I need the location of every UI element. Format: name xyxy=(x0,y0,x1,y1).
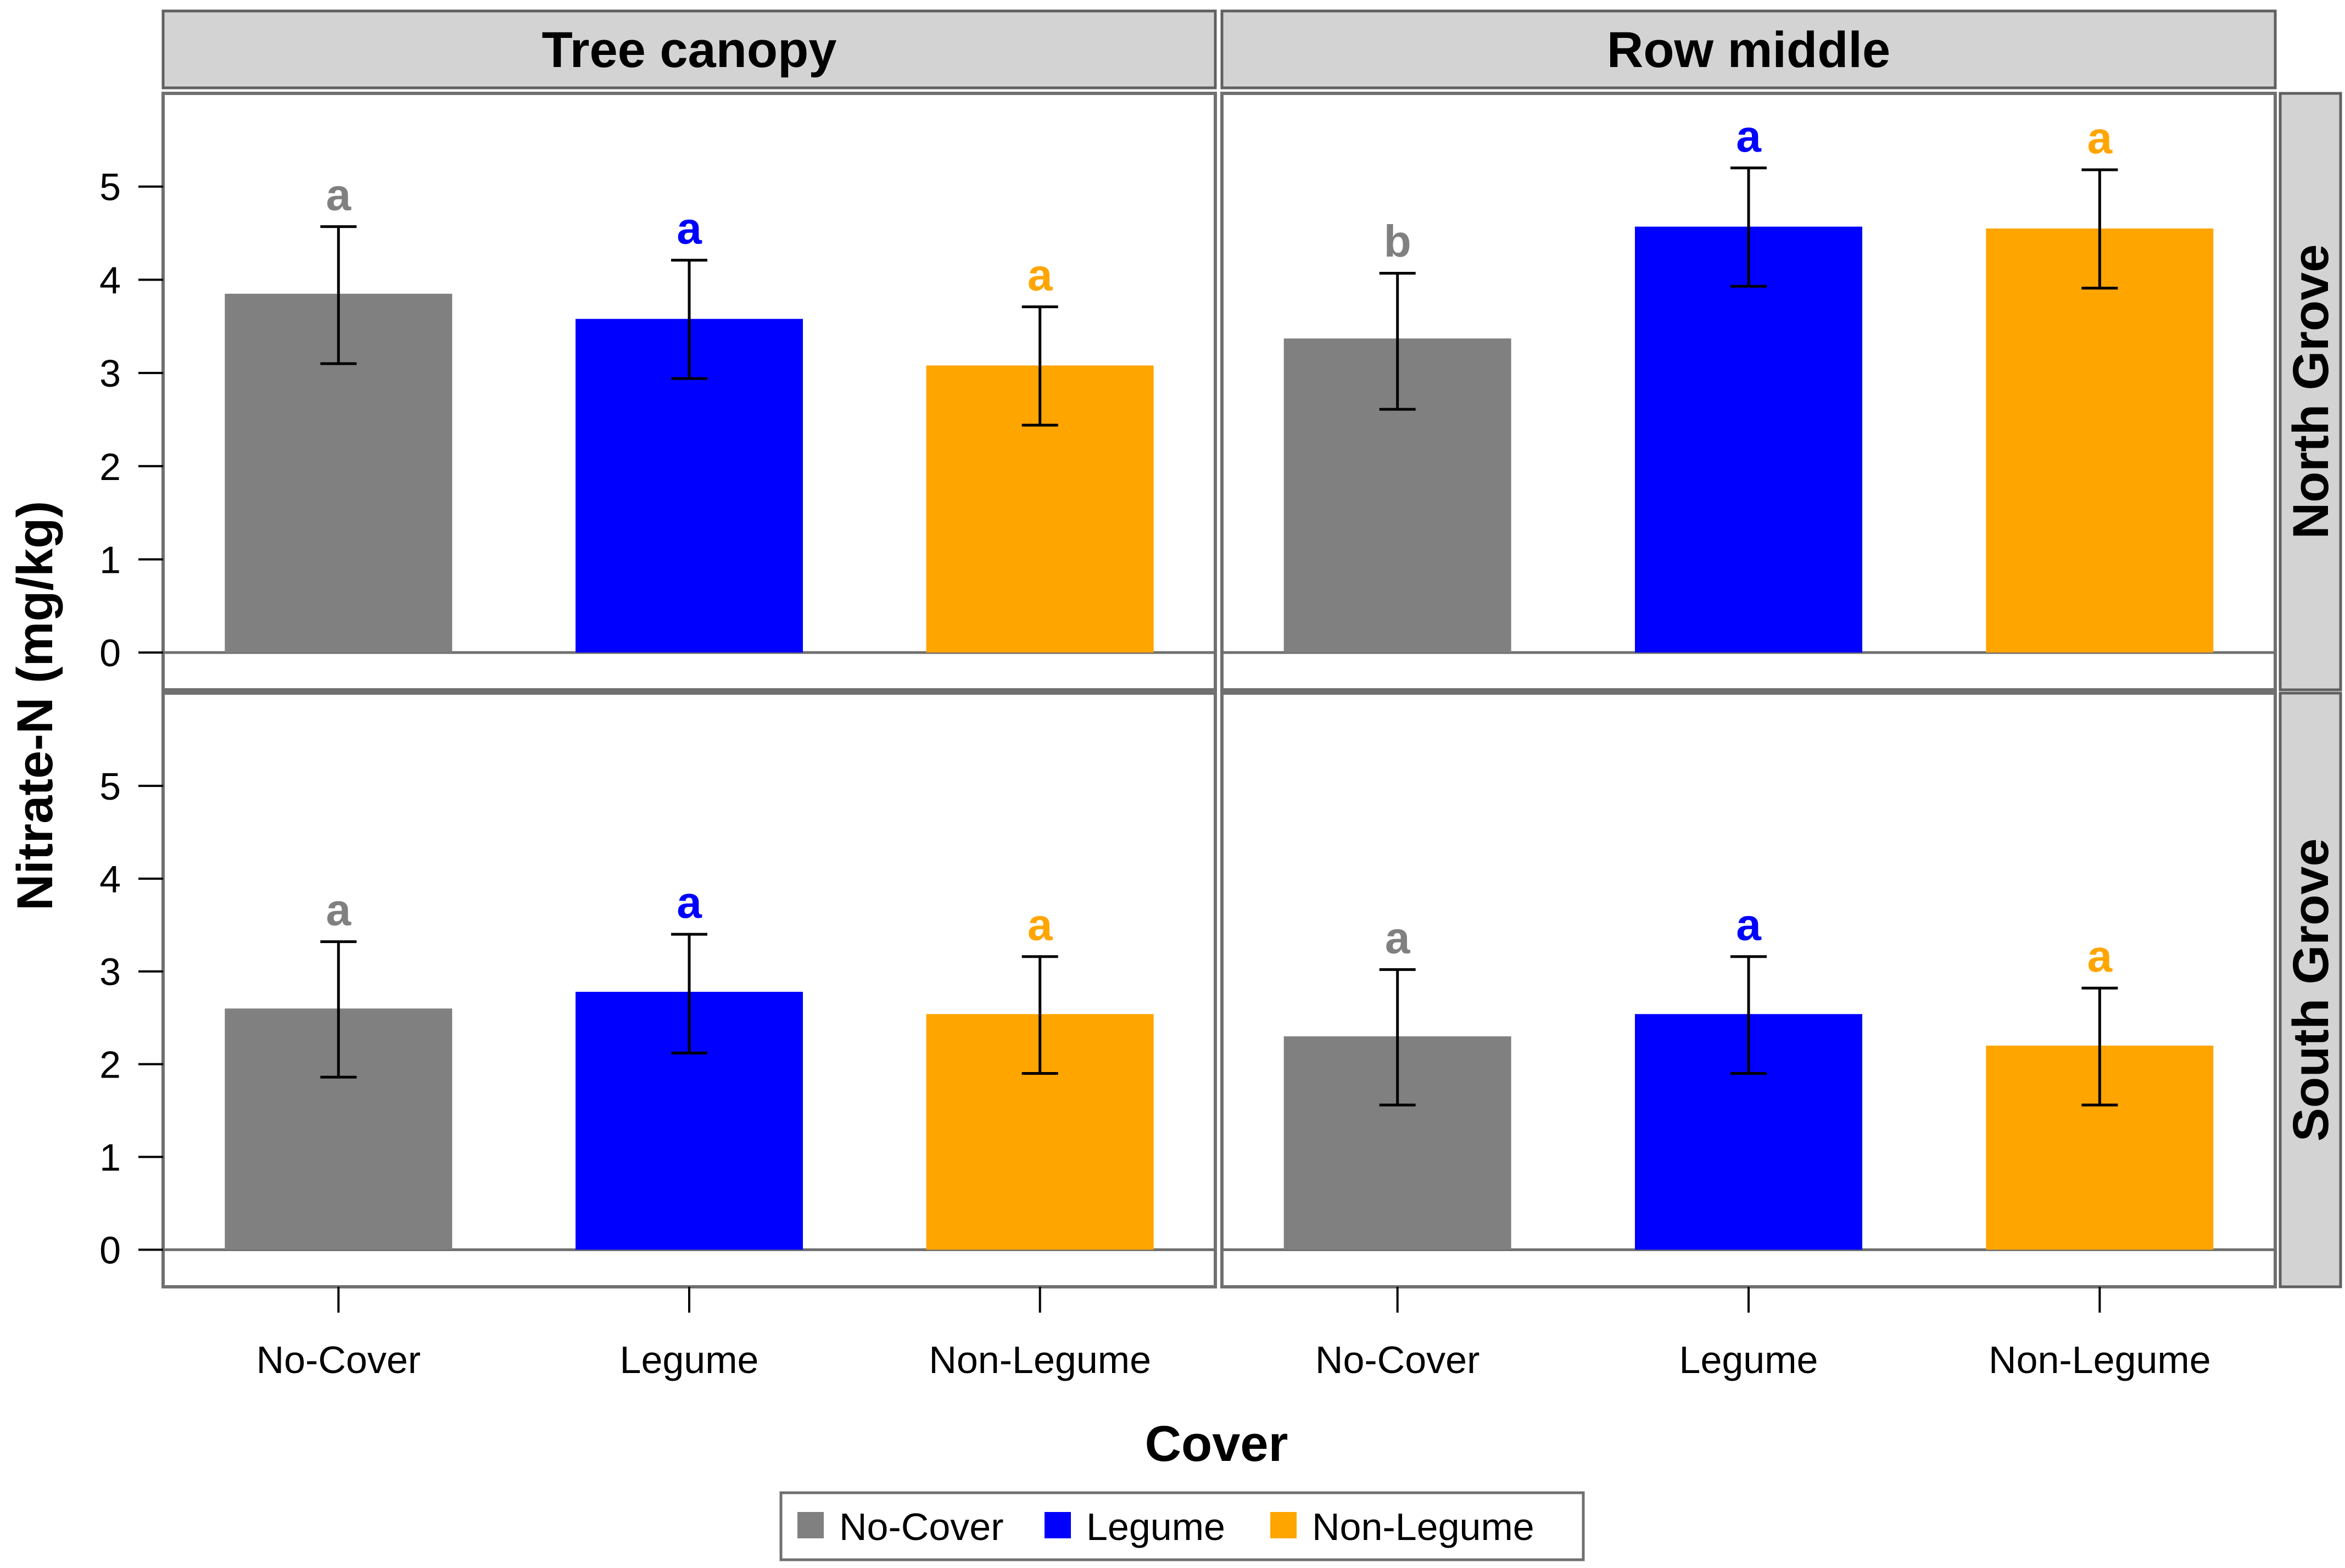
legend-swatch-no-cover xyxy=(797,1512,824,1538)
legend: No-Cover Legume Non-Legume xyxy=(779,1491,1585,1561)
panel-row-middle-south-grove: a aa xyxy=(1220,691,2277,1288)
y-axes: 0 1 2 3 4 5 0 1 2 3 4 5 xyxy=(99,166,163,1271)
y-tick-label: 5 xyxy=(99,765,121,808)
strip-label-north-grove: North Grove xyxy=(2283,244,2339,539)
y-tick-label: 0 xyxy=(99,1229,121,1271)
x-tick-label-no-cover: No-Cover xyxy=(256,1338,421,1381)
x-axis: No-Cover Legume Non-Legume No-Cover Legume No… xyxy=(256,1287,2211,1381)
legend-label-non-legume: Non-Legume xyxy=(1312,1505,1534,1548)
strip-label-row-middle: Row middle xyxy=(1607,22,1890,78)
bar-non-legume xyxy=(1986,228,2214,653)
y-tick-label: 2 xyxy=(99,1044,121,1086)
panel-tree-canopy-north-grove: a a a xyxy=(161,92,1217,691)
x-tick-label-legume: Legume xyxy=(1679,1338,1818,1381)
significance-letter-legume: a xyxy=(677,878,702,928)
significance-letter-legume: a xyxy=(677,204,702,254)
y-axis-south-grove: 0 1 2 3 4 5 xyxy=(99,765,163,1271)
significance-letter-legume: a xyxy=(1736,111,1762,161)
strip-label-south-grove: South Grove xyxy=(2283,838,2339,1141)
legend-swatch-non-legume xyxy=(1270,1512,1297,1538)
panel-row-middle-north-grove: b a a xyxy=(1220,92,2277,691)
significance-letter-no-cover: a xyxy=(1385,913,1411,963)
significance-letter-non-legume: a xyxy=(2087,931,2113,981)
x-axis-title: Cover xyxy=(1145,1416,1288,1472)
panel-frame xyxy=(1220,92,2277,691)
x-tick-label-no-cover: No-Cover xyxy=(1315,1338,1480,1381)
y-tick-label: 1 xyxy=(99,538,121,581)
significance-letter-no-cover: a xyxy=(326,170,352,220)
significance-letter-no-cover: a xyxy=(326,885,352,935)
strip-box-north-grove xyxy=(2279,92,2342,691)
x-tick-label-legume: Legume xyxy=(620,1338,759,1381)
significance-letter-non-legume: a xyxy=(2087,113,2113,163)
facet-strips: Tree canopy Row middle North Grove South Gr… xyxy=(161,9,2342,1288)
y-tick-label: 3 xyxy=(99,352,121,395)
x-tick-label-non-legume: Non-Legume xyxy=(929,1338,1151,1381)
x-tick-label-non-legume: Non-Legume xyxy=(1989,1338,2211,1381)
panel-frame xyxy=(161,92,1217,691)
facet-panels: a a a b a a a a a a a a xyxy=(161,92,2277,1288)
strip-label-tree-canopy: Tree canopy xyxy=(542,22,837,78)
y-axis-title: Nitrate-N (mg/kg) xyxy=(7,501,63,911)
legend-swatch-legume xyxy=(1045,1512,1071,1538)
y-tick-label: 1 xyxy=(99,1136,121,1179)
significance-letter-legume: a xyxy=(1736,900,1762,950)
y-tick-label: 4 xyxy=(99,858,121,901)
significance-letter-non-legume: a xyxy=(1028,900,1053,950)
y-tick-label: 5 xyxy=(99,166,121,209)
y-tick-label: 4 xyxy=(99,259,121,302)
strip-box-south-grove xyxy=(2279,691,2342,1288)
strip-box-tree-canopy xyxy=(161,9,1217,90)
legend-label-no-cover: No-Cover xyxy=(839,1505,1004,1548)
significance-letter-non-legume: a xyxy=(1028,250,1053,300)
y-tick-label: 0 xyxy=(99,632,121,674)
y-tick-label: 2 xyxy=(99,445,121,488)
legend-box xyxy=(779,1491,1585,1561)
strip-box-row-middle xyxy=(1220,9,2277,90)
y-tick-label: 3 xyxy=(99,951,121,994)
y-axis-north-grove: 0 1 2 3 4 5 xyxy=(99,166,163,674)
significance-letter-no-cover: b xyxy=(1384,216,1411,266)
bar-legume xyxy=(1635,226,1862,653)
legend-label-legume: Legume xyxy=(1086,1505,1225,1548)
